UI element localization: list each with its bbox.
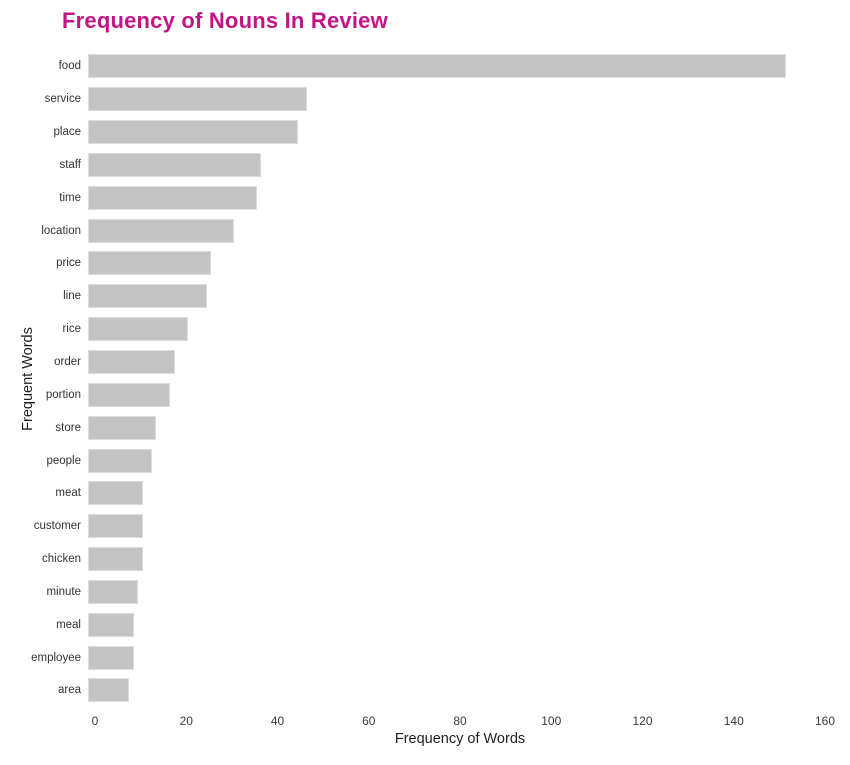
category-label: place [53, 126, 82, 139]
x-axis: 0 20 40 60 80 100 120 140 160 [91, 714, 835, 730]
category-label: rice [62, 323, 81, 336]
bar-row: store [0, 411, 850, 444]
category-label: order [54, 356, 81, 369]
x-tick-label: 40 [270, 714, 285, 728]
bar-track [88, 547, 818, 572]
bar [88, 284, 207, 309]
bar-row: service [0, 83, 850, 116]
bar-row: customer [0, 510, 850, 543]
bar [88, 54, 787, 79]
bar-row: rice [0, 313, 850, 346]
bar-row: location [0, 214, 850, 247]
category-label: staff [59, 158, 81, 171]
bar-track [88, 415, 818, 440]
x-tick-label: 20 [179, 714, 193, 728]
bar [88, 382, 171, 407]
bar-row: time [0, 181, 850, 214]
category-label: meat [55, 487, 81, 500]
x-tick-label: 160 [814, 714, 836, 728]
chart-title: Frequency of Nouns In Review [62, 8, 388, 33]
category-label: time [59, 191, 81, 204]
bar-row: employee [0, 641, 850, 674]
category-label: customer [33, 520, 81, 533]
bar [88, 579, 139, 604]
bar [88, 152, 262, 177]
bar-row: line [0, 280, 850, 313]
x-tick-label: 60 [362, 714, 376, 728]
bar-track [88, 382, 818, 407]
x-tick-label: 100 [541, 714, 562, 728]
bar-row: staff [0, 149, 850, 182]
bar-track [88, 579, 818, 604]
x-tick-label: 140 [723, 714, 744, 728]
bar-track [88, 317, 818, 342]
bar [88, 317, 189, 342]
category-label: service [44, 93, 81, 106]
bar-row: chicken [0, 543, 850, 576]
bar-row: price [0, 247, 850, 280]
category-label: area [57, 684, 81, 697]
bar [88, 612, 134, 637]
x-tick-label: 80 [453, 714, 467, 728]
bar-track [88, 481, 818, 506]
bar-track [88, 120, 818, 145]
category-label: meal [56, 618, 81, 631]
bar [88, 547, 143, 572]
category-label: employee [31, 651, 81, 664]
bar [88, 251, 212, 276]
x-tick-label: 120 [632, 714, 653, 728]
category-label: chicken [42, 553, 81, 566]
bar-row: portion [0, 378, 850, 411]
bar [88, 481, 143, 506]
bar-row: place [0, 116, 850, 149]
category-label: people [46, 454, 81, 467]
bar [88, 87, 307, 112]
bar-track [88, 612, 818, 637]
category-label: portion [45, 388, 81, 401]
bar-row: order [0, 346, 850, 379]
bar-row: area [0, 674, 850, 707]
x-tick-label: 0 [91, 714, 99, 728]
bar-track [88, 350, 818, 375]
bar-row: meat [0, 477, 850, 510]
bar-track [88, 251, 818, 276]
bar [88, 415, 157, 440]
bar-track [88, 87, 818, 112]
x-axis-title: Frequency of Words [394, 731, 526, 747]
bar-track [88, 284, 818, 309]
category-label: price [56, 257, 81, 270]
category-label: food [58, 60, 81, 73]
bar-row: food [0, 50, 850, 83]
bar-track [88, 218, 818, 243]
bar-track [88, 448, 818, 473]
bar-track [88, 185, 818, 210]
bar-track [88, 645, 818, 670]
category-label: store [55, 421, 81, 434]
bar [88, 645, 134, 670]
bar [88, 350, 175, 375]
bar [88, 218, 234, 243]
bar-track [88, 54, 818, 79]
category-label: line [63, 290, 81, 303]
bar [88, 514, 143, 539]
bar-track [88, 152, 818, 177]
bar-track [88, 678, 818, 703]
bar-row: minute [0, 576, 850, 609]
bar-row: people [0, 444, 850, 477]
bar-row: meal [0, 608, 850, 641]
category-label: location [41, 224, 81, 237]
bar [88, 678, 130, 703]
bar [88, 448, 152, 473]
bar [88, 185, 257, 210]
plot-area: food service place staff time location price li… [0, 50, 850, 707]
category-label: minute [46, 585, 81, 598]
bar-track [88, 514, 818, 539]
bar [88, 120, 298, 145]
